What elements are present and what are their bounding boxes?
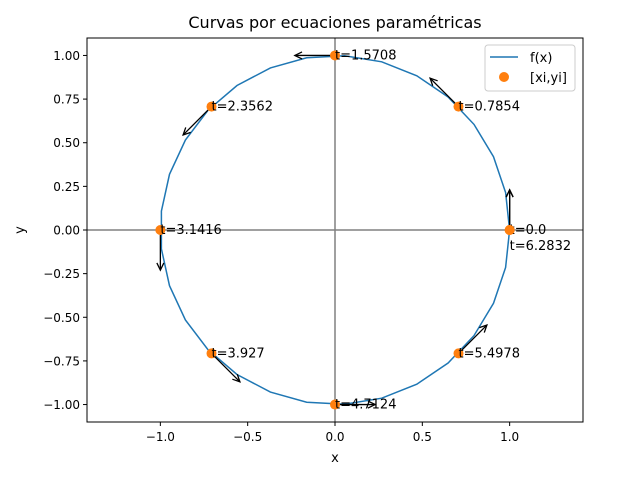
sample-point-marker xyxy=(155,225,166,235)
tangent-arrow-head xyxy=(182,127,191,137)
tangent-arrow-head xyxy=(479,323,488,333)
tangent-arrow-shaft xyxy=(429,77,459,108)
x-tick-label: 0.5 xyxy=(413,430,432,444)
legend-marker-swatch xyxy=(499,72,509,82)
x-tick-label: −0.5 xyxy=(233,430,262,444)
sample-point-marker xyxy=(330,399,340,410)
x-tick-label: 0.0 xyxy=(325,430,344,444)
tangent-arrow-head xyxy=(232,374,241,383)
y-tick-label: 0.00 xyxy=(53,224,80,238)
y-tick-label: −1.00 xyxy=(43,398,80,412)
sample-point-marker xyxy=(453,101,464,112)
point-label: t=4.7124 xyxy=(335,398,396,413)
point-label: t=3.1416 xyxy=(160,223,221,238)
point-label: t=5.4978 xyxy=(458,346,519,361)
point-label: t=0.7854 xyxy=(458,100,519,115)
sample-point-marker xyxy=(206,348,217,359)
legend-label-curve: f(x) xyxy=(530,51,552,66)
y-tick-label: −0.50 xyxy=(43,311,80,325)
x-axis-label: x xyxy=(331,451,339,466)
axes-frame xyxy=(86,37,584,423)
point-label: t=0.0 xyxy=(510,223,547,238)
point-label: t=3.927 xyxy=(212,346,265,361)
x-tick-label: −1.0 xyxy=(146,430,175,444)
y-tick-label: −0.75 xyxy=(43,354,80,368)
sample-point-marker xyxy=(504,225,515,235)
legend: f(x) [xi,yi] xyxy=(484,44,576,92)
y-tick-label: 0.50 xyxy=(53,136,80,150)
legend-label-points: [xi,yi] xyxy=(530,71,567,86)
tangent-arrow-head xyxy=(505,188,514,198)
x-tick-label: 1.0 xyxy=(500,430,519,444)
point-label: t=2.3562 xyxy=(212,100,273,115)
tangent-arrow-head xyxy=(156,262,165,272)
chart-title: Curvas por ecuaciones paramétricas xyxy=(188,13,481,32)
y-tick-label: 0.25 xyxy=(53,180,80,194)
sample-point-marker xyxy=(206,101,217,112)
point-label: t=6.2832 xyxy=(510,239,571,254)
tangent-arrow-head xyxy=(367,400,377,409)
y-tick-label: 0.75 xyxy=(53,93,80,107)
tangent-arrow-head xyxy=(293,51,303,60)
y-axis-label: y xyxy=(13,226,28,234)
sample-point-marker xyxy=(330,50,340,61)
tangent-arrow-shaft xyxy=(458,324,488,354)
y-tick-label: −0.25 xyxy=(43,267,80,281)
y-tick-label: 1.00 xyxy=(53,49,80,63)
sample-point-marker xyxy=(453,348,464,359)
point-label: t=1.5708 xyxy=(335,48,396,63)
tangent-arrow-shaft xyxy=(182,106,212,136)
tangent-arrow-shaft xyxy=(211,352,241,383)
tangent-arrow-head xyxy=(429,77,438,86)
